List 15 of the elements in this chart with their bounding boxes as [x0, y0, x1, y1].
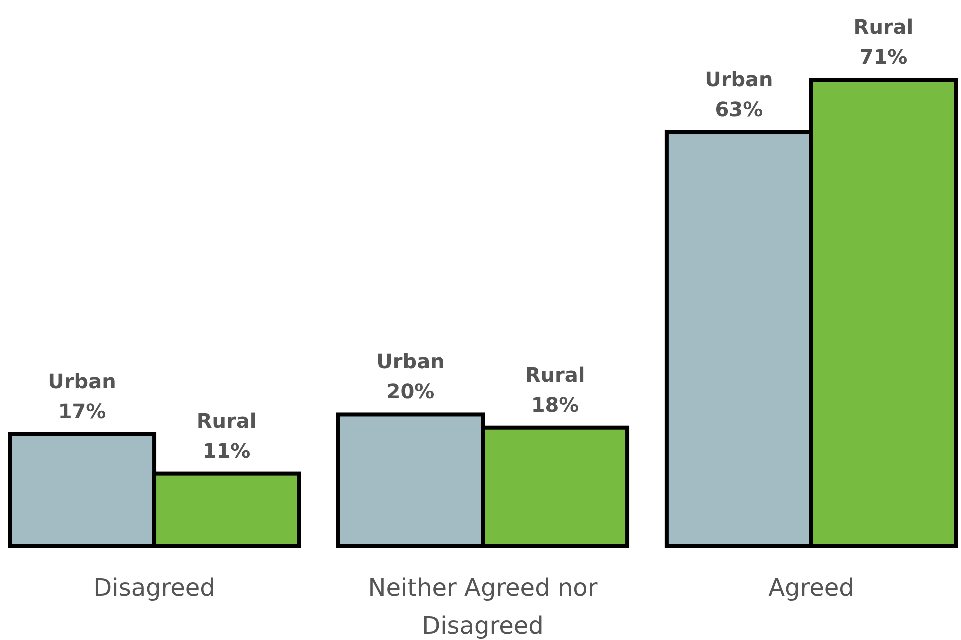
x-tick-label: Neither Agreed nor Disagreed [368, 574, 598, 640]
text: Rural [525, 362, 586, 387]
data-label: 20% [386, 380, 435, 404]
text: Urban [48, 369, 116, 394]
x-tick-label: Agreed [768, 574, 854, 602]
data-label: 18% [531, 392, 580, 417]
x-tick-label: Disagreed [94, 574, 216, 602]
data-label: 17% [58, 399, 106, 424]
data-label: 63% [715, 98, 764, 122]
text: Rural [854, 15, 914, 39]
data-label: 71% [860, 45, 908, 69]
data-label: 11% [202, 438, 251, 463]
text: Rural [196, 408, 257, 433]
text: Urban [705, 68, 774, 92]
text: Urban [376, 350, 445, 374]
